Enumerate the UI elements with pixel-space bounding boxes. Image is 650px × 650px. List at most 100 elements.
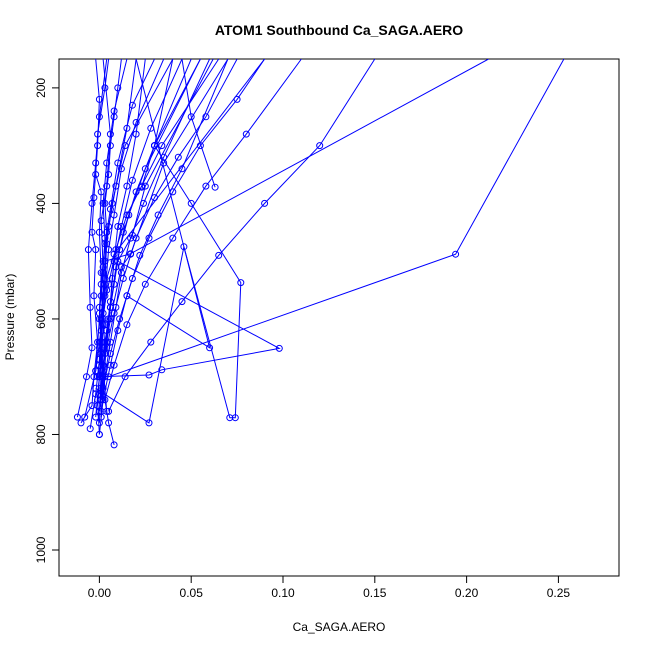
series-line-26 [126, 59, 211, 349]
data-point-3-6 [92, 246, 100, 254]
y-tick-label-2: 600 [34, 309, 48, 329]
data-point-10-7 [128, 176, 136, 184]
series-line-22 [181, 59, 216, 188]
series-line-30 [102, 59, 229, 412]
data-point-22-2 [187, 113, 195, 121]
data-point-6-2 [83, 373, 90, 381]
series-line-28 [100, 59, 489, 319]
data-point-24-4 [275, 344, 283, 352]
data-point-17-4 [128, 275, 136, 282]
data-point-6-3 [88, 344, 96, 352]
data-point-4-7 [103, 182, 111, 190]
data-point-29-2 [101, 280, 109, 288]
data-point-2-1 [81, 413, 89, 421]
plot-area-border [58, 58, 620, 577]
data-point-14-4 [105, 280, 113, 288]
data-point-14-6 [123, 211, 131, 219]
series-line-16 [100, 59, 238, 377]
data-point-3-1 [77, 419, 85, 427]
data-point-20-7 [105, 223, 113, 230]
data-point-24-1 [94, 373, 102, 381]
data-point-28-1 [97, 315, 105, 323]
data-point-30-3 [106, 315, 114, 323]
data-point-6-7 [92, 159, 100, 167]
data-point-2-9 [101, 84, 109, 92]
data-point-18-2 [110, 361, 118, 369]
data-point-30-6 [160, 159, 168, 167]
y-tick-label-0: 200 [34, 78, 48, 98]
series-line-19 [108, 59, 376, 412]
data-point-5-2 [105, 419, 113, 427]
data-point-19-1 [105, 407, 113, 415]
data-point-1-11 [114, 84, 122, 92]
data-point-5-9 [132, 130, 140, 138]
data-point-18-4 [141, 280, 149, 288]
series-line-9 [89, 59, 174, 429]
x-tick-label-3: 0.15 [363, 586, 387, 600]
data-point-12-8 [141, 165, 149, 173]
x-tick-label-5: 0.25 [547, 586, 571, 600]
data-point-25-7 [187, 199, 195, 207]
y-axis-label: Pressure (mbar) [3, 274, 17, 361]
data-point-19-2 [121, 373, 129, 381]
data-point-15-1 [95, 431, 103, 438]
data-point-3-10 [95, 95, 103, 103]
data-point-9-8 [121, 142, 129, 150]
data-point-8-8 [128, 101, 136, 109]
series-line-25 [95, 59, 242, 424]
data-point-11-1 [92, 413, 100, 421]
data-point-16-4 [119, 275, 127, 282]
series-line-13 [100, 59, 211, 412]
y-tick-label-1: 400 [34, 193, 48, 213]
data-point-29-3 [110, 250, 118, 258]
data-point-29-1 [95, 361, 103, 369]
data-point-7-7 [117, 165, 125, 173]
series-line-7 [100, 59, 165, 418]
data-point-19-4 [178, 298, 186, 306]
series-line-17 [102, 59, 266, 389]
data-point-25-5 [231, 414, 239, 422]
data-point-18-7 [242, 130, 250, 138]
data-point-25-3 [180, 243, 188, 251]
data-point-20-9 [123, 124, 131, 132]
series-layer [73, 59, 565, 449]
data-point-27-1 [105, 373, 113, 381]
data-point-19-5 [215, 251, 223, 259]
data-point-6-1 [73, 413, 81, 421]
data-point-6-6 [88, 199, 96, 207]
data-point-30-2 [99, 361, 107, 369]
data-point-18-5 [169, 234, 177, 242]
data-point-6-5 [84, 246, 92, 254]
data-point-24-6 [128, 231, 136, 239]
data-point-14-8 [158, 142, 166, 150]
data-point-21-1 [94, 402, 102, 410]
data-point-21-5 [99, 269, 107, 277]
x-tick-label-2: 0.10 [271, 586, 295, 600]
data-point-25-2 [145, 419, 153, 427]
data-point-22-1 [211, 183, 219, 191]
data-point-25-1 [92, 384, 100, 392]
series-line-10 [100, 59, 183, 400]
x-tick-label-0: 0.00 [88, 586, 112, 600]
data-point-15-3 [106, 361, 114, 369]
data-point-24-7 [141, 182, 149, 190]
data-point-21-9 [110, 107, 118, 115]
series-line-29 [98, 59, 265, 366]
data-point-30-4 [117, 263, 125, 271]
data-point-19-3 [147, 338, 155, 346]
chart-title: ATOM1 Southbound Ca_SAGA.AERO [215, 22, 463, 38]
y-tick-label-3: 800 [34, 424, 48, 444]
data-point-17-5 [145, 234, 153, 242]
y-axis: 200 400 600 800 1000 [34, 78, 60, 563]
data-point-6-8 [95, 113, 103, 121]
data-point-6-4 [86, 303, 94, 311]
data-point-12-1 [95, 419, 103, 427]
data-point-1-9 [106, 142, 114, 150]
data-point-17-3 [116, 315, 124, 323]
data-point-30-1 [103, 407, 111, 415]
data-point-5-1 [110, 441, 118, 449]
data-point-24-5 [114, 257, 122, 265]
data-point-17-2 [106, 350, 114, 358]
data-point-18-1 [101, 396, 109, 404]
